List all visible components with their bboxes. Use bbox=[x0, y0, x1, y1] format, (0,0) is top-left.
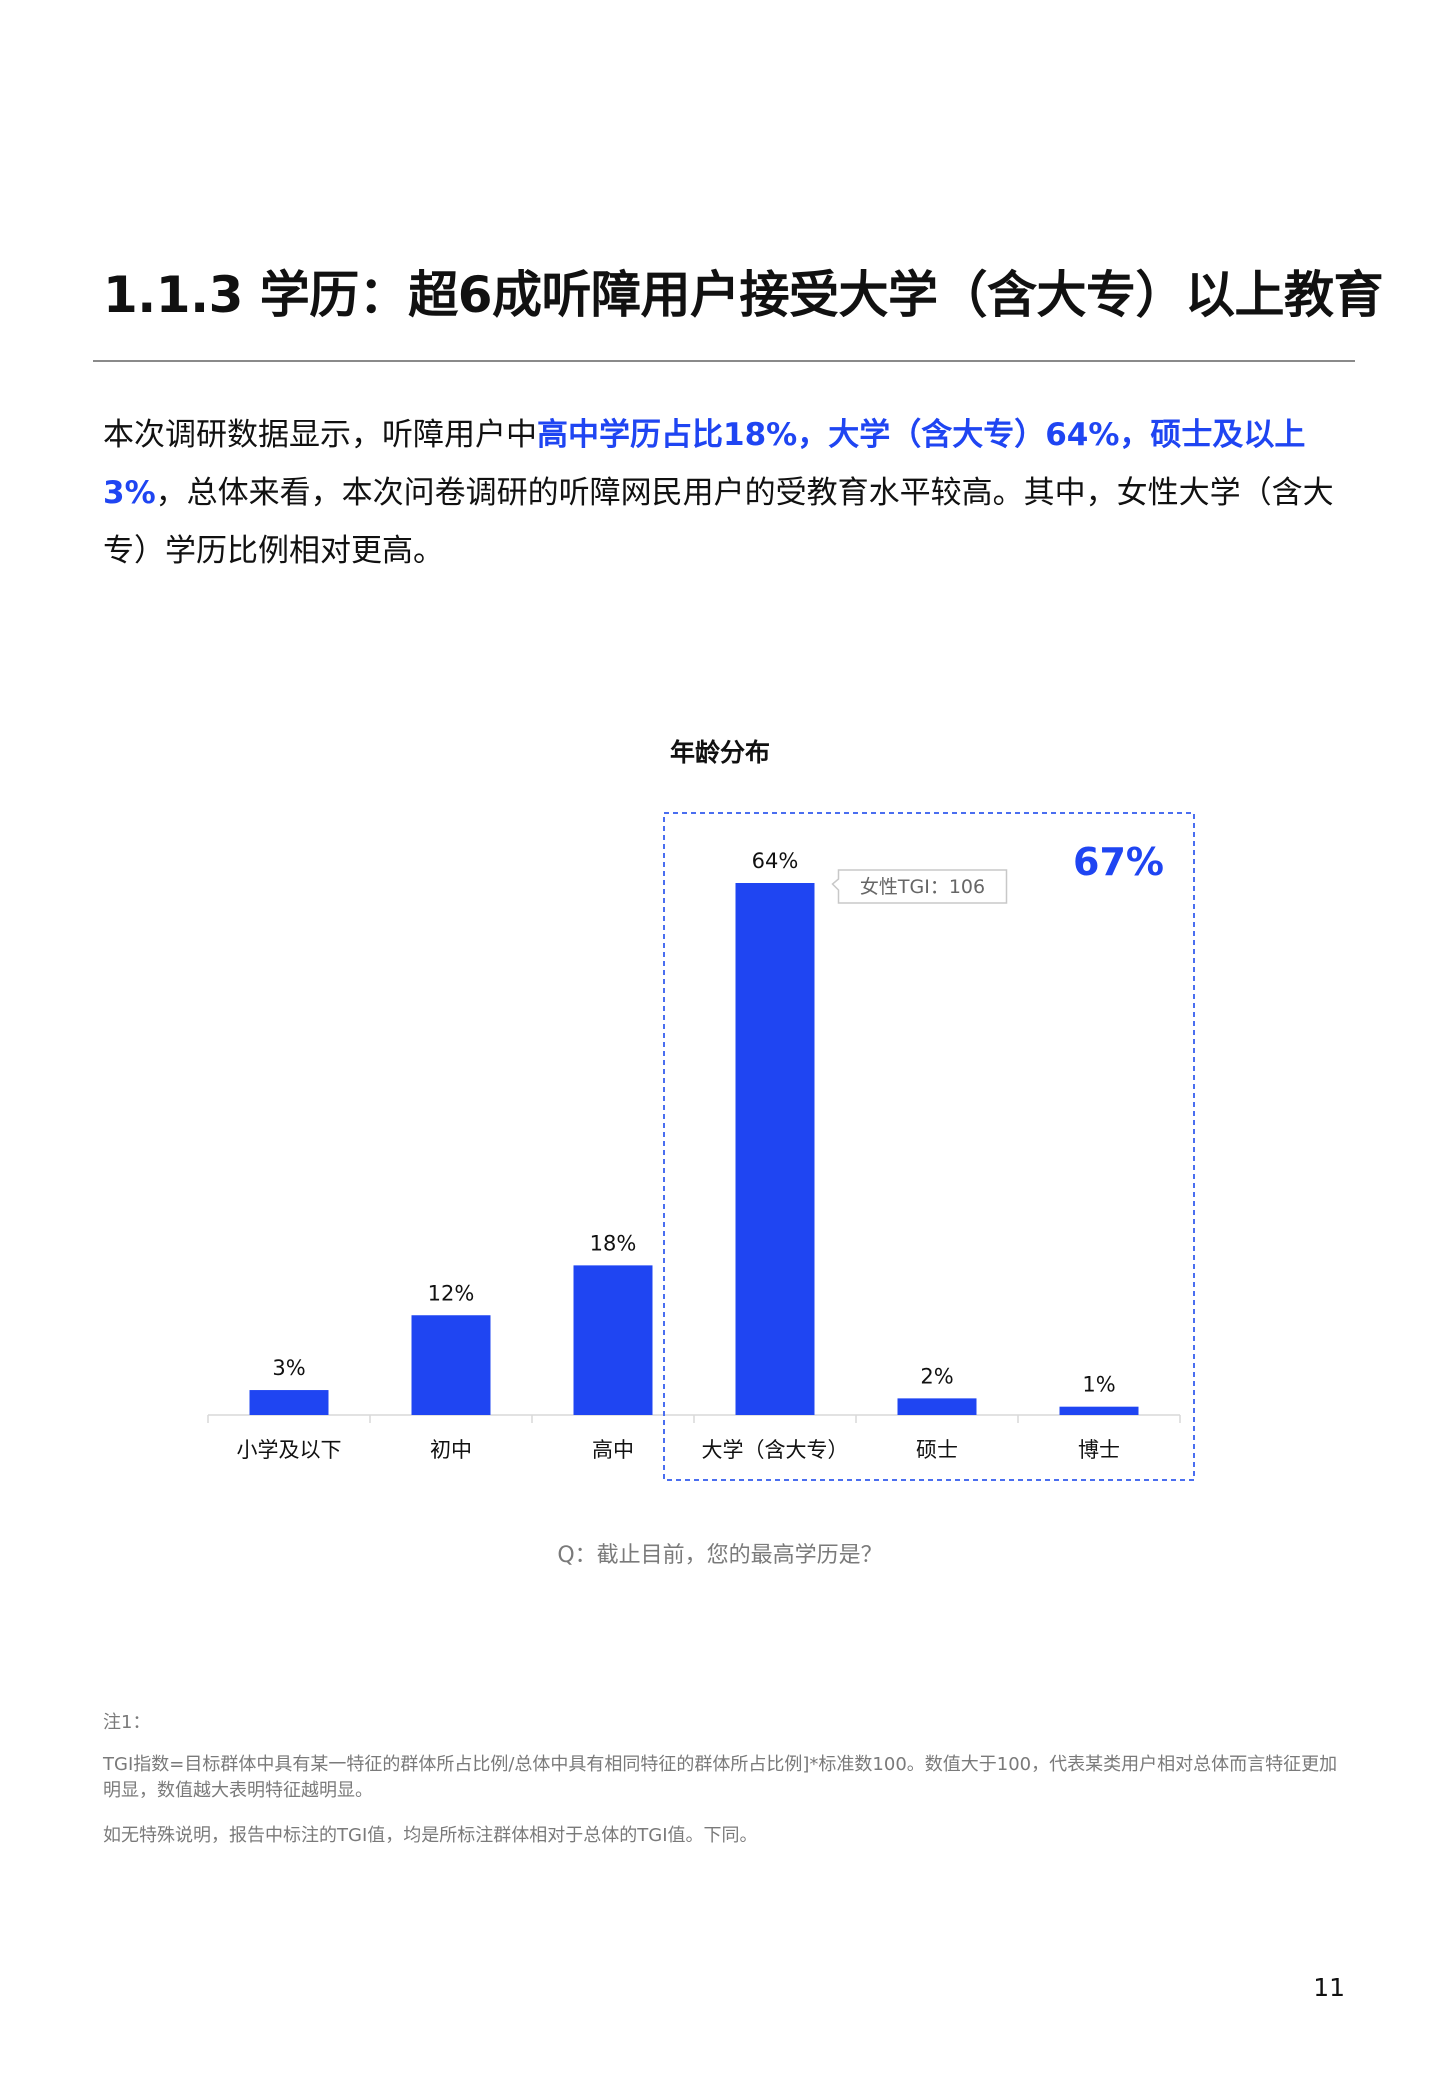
intro-paragraph: 本次调研数据显示，听障用户中高中学历占比18%，大学（含大专）64%，硕士及以上… bbox=[103, 406, 1353, 580]
chart-title: 年龄分布 bbox=[669, 738, 770, 767]
survey-question: Q：截止目前，您的最高学历是？ bbox=[557, 1543, 883, 1568]
bar bbox=[573, 1265, 653, 1415]
bar-value-label: 2% bbox=[920, 1364, 953, 1388]
bar bbox=[249, 1390, 329, 1415]
page-number: 11 bbox=[1313, 1973, 1345, 2002]
intro-text-start: 本次调研数据显示，听障用户中 bbox=[103, 417, 537, 453]
bar bbox=[897, 1398, 977, 1415]
bar-value-label: 1% bbox=[1082, 1373, 1115, 1397]
x-tick-label: 高中 bbox=[592, 1438, 634, 1462]
x-tick-label: 大学（含大专） bbox=[702, 1438, 849, 1462]
bar bbox=[735, 883, 815, 1415]
bar-value-label: 3% bbox=[272, 1356, 305, 1380]
highlight-group-box bbox=[663, 812, 1195, 1481]
x-tick-label: 初中 bbox=[430, 1438, 472, 1462]
section-heading: 1.1.3 学历：超6成听障用户接受大学（含大专）以上教育 bbox=[103, 266, 1384, 324]
x-tick-label: 硕士 bbox=[916, 1438, 958, 1462]
bar-value-label: 64% bbox=[752, 849, 799, 873]
note-tgi-explanation: 如无特殊说明，报告中标注的TGI值，均是所标注群体相对于总体的TGI值。下同。 bbox=[103, 1825, 758, 1846]
bar-value-label: 12% bbox=[428, 1281, 475, 1305]
bar bbox=[1059, 1406, 1139, 1415]
bar-value-label: 18% bbox=[590, 1231, 637, 1255]
intro-highlight: 高中学历占比18%，大学（含大专）64%，硕士及以上3% bbox=[103, 417, 1306, 511]
note-label: 注1： bbox=[103, 1712, 151, 1733]
bar bbox=[411, 1315, 491, 1415]
heading-divider bbox=[93, 360, 1355, 362]
highlight-group-total: 67% bbox=[1073, 840, 1164, 884]
x-tick-label: 博士 bbox=[1078, 1438, 1120, 1462]
intro-text-end: ，总体来看，本次问卷调研的听障网民用户的受教育水平较高。其中，女性大学（含大专）… bbox=[103, 475, 1334, 569]
note-tgi-definition: TGI指数=目标群体中具有某一特征的群体所占比例/总体中具有相同特征的群体所占比… bbox=[103, 1754, 1338, 1801]
tgi-callout-box bbox=[831, 869, 1008, 904]
tgi-callout-text: 女性TGI：106 bbox=[860, 876, 985, 898]
x-tick-label: 小学及以下 bbox=[237, 1438, 342, 1462]
